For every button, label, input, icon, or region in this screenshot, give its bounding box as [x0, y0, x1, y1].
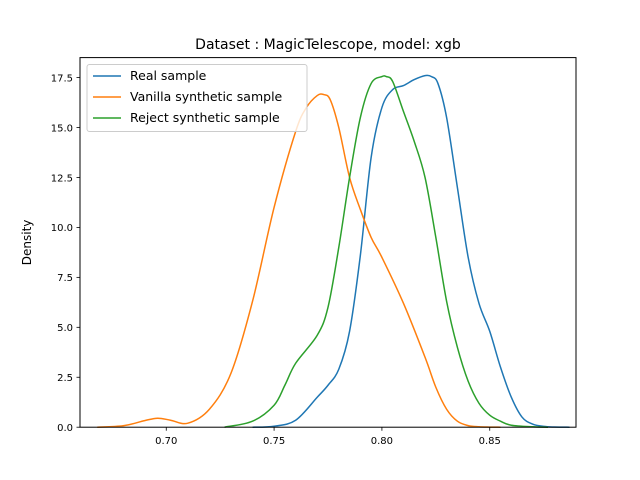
y-tick-label: 0.0 [57, 423, 73, 434]
x-tick-label: 0.70 [155, 436, 177, 447]
plot-lines [97, 74, 570, 428]
legend-box [86, 64, 308, 132]
y-tick-label: 7.5 [57, 273, 73, 284]
legend-label-3: Reject synthetic sample [130, 110, 280, 125]
legend-label-1: Real sample [130, 68, 207, 83]
series-line-3 [224, 75, 548, 428]
series-line-2 [97, 93, 501, 428]
y-tick-label: 10.0 [51, 223, 73, 234]
x-tick-label: 0.85 [479, 436, 501, 447]
y-tick-label: 17.5 [51, 73, 73, 84]
plot-frame [79, 57, 577, 428]
y-tick-label: 15.0 [51, 123, 73, 134]
y-axis: 0.0 2.5 5.0 7.5 10.0 12.5 15.0 17.5 [51, 73, 80, 434]
x-axis: 0.70 0.75 0.80 0.85 [155, 427, 501, 447]
legend-label-2: Vanilla synthetic sample [130, 89, 283, 104]
y-tick-label: 12.5 [51, 173, 73, 184]
x-tick-label: 0.80 [371, 436, 393, 447]
x-tick-label: 0.75 [263, 436, 285, 447]
chart-title: Dataset : MagicTelescope, model: xgb [195, 37, 461, 53]
series-line-1 [252, 74, 570, 428]
legend: Real sample Vanilla synthetic sample Rejec… [86, 64, 308, 132]
y-tick-label: 2.5 [57, 373, 73, 384]
y-tick-label: 5.0 [57, 323, 73, 334]
y-axis-label: Density [20, 220, 34, 266]
